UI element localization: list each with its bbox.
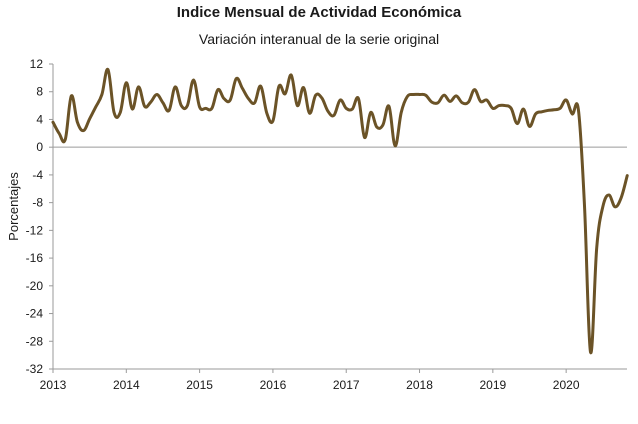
y-tick-label: -32 <box>26 362 44 376</box>
y-tick-label: -8 <box>32 196 43 210</box>
chart-subtitle: Variación interanual de la serie origina… <box>198 31 440 47</box>
series-line <box>51 67 629 354</box>
y-tick-label: 0 <box>36 140 43 154</box>
y-tick-label: -4 <box>32 168 43 182</box>
chart-title: Indice Mensual de Actividad Económica <box>176 4 462 21</box>
y-axis: 12 8 4 0 -4 -8 -12 -16 -20 -24 -28 -32 <box>26 57 53 376</box>
x-tick-label: 2013 <box>40 378 67 392</box>
x-axis: 2013 2014 2015 2016 2017 2018 2019 2020 <box>40 369 580 392</box>
x-tick-label: 2018 <box>406 378 433 392</box>
x-tick-label: 2014 <box>113 378 140 392</box>
x-tick-label: 2015 <box>186 378 213 392</box>
y-tick-label: -20 <box>26 279 44 293</box>
x-tick-label: 2020 <box>553 378 580 392</box>
y-tick-label: 4 <box>36 112 43 126</box>
y-tick-label: -16 <box>26 251 44 265</box>
x-tick-label: 2016 <box>260 378 287 392</box>
y-axis-label: Porcentajes <box>6 172 21 241</box>
y-tick-label: 8 <box>36 85 43 99</box>
y-tick-label: -24 <box>26 307 44 321</box>
x-tick-label: 2019 <box>479 378 506 392</box>
y-tick-label: 12 <box>30 57 44 71</box>
y-tick-label: -28 <box>26 334 44 348</box>
plot-area <box>52 64 627 370</box>
series-layer <box>51 67 629 354</box>
x-tick-label: 2017 <box>333 378 360 392</box>
y-tick-label: -12 <box>26 223 44 237</box>
